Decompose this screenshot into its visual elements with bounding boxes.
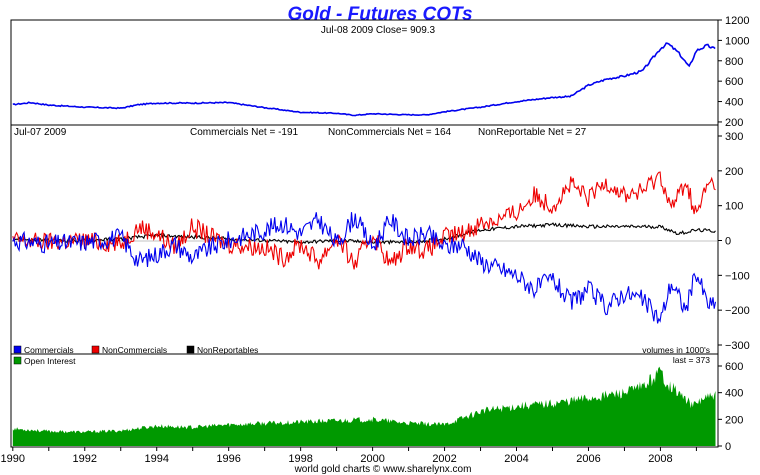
noncommercials-net-label: NonCommercials Net = 164 <box>328 127 452 138</box>
x-tick-label: 1992 <box>73 453 97 465</box>
commercials-net-label: Commercials Net = -191 <box>190 127 299 138</box>
nonreportable-net-label: NonReportable Net = 27 <box>478 127 587 138</box>
x-tick-label: 1998 <box>288 453 312 465</box>
cot-series-layer <box>12 171 717 324</box>
cot-y-tick-label: 0 <box>725 236 731 248</box>
legend-swatch-nonreportables <box>186 345 195 354</box>
legend-nonreportables: NonReportables <box>197 345 258 355</box>
legend-commercials: Commercials <box>24 345 74 355</box>
legend-noncommercials: NonCommercials <box>102 345 167 355</box>
gold-price-line <box>12 42 716 117</box>
oi-y-tick-label: 0 <box>725 441 731 453</box>
open-interest-area <box>12 366 716 446</box>
volumes-note: volumes in 1000's <box>642 345 710 355</box>
chart-footer: world gold charts © www.sharelynx.com <box>294 464 472 475</box>
oi-series-layer <box>12 366 716 446</box>
legend-swatch-open-interest <box>13 356 22 365</box>
price-y-tick-label: 1000 <box>725 35 749 47</box>
legend-open-interest: Open Interest <box>24 356 76 366</box>
x-tick-label: 1996 <box>216 453 240 465</box>
cot-y-tick-label: 300 <box>725 131 743 143</box>
x-tick-label: 2000 <box>360 453 384 465</box>
cot-y-tick-label: 100 <box>725 201 743 213</box>
cot-y-tick-label: −300 <box>725 340 750 352</box>
commercials-line <box>12 212 717 324</box>
oi-panel <box>10 353 719 448</box>
price-header: Jul-08 2009 Close= 909.3 <box>321 25 436 36</box>
cot-y-tick-label: −200 <box>725 305 750 317</box>
price-y-tick-label: 200 <box>725 117 743 129</box>
x-tick-label: 2002 <box>432 453 456 465</box>
cot-header-date: Jul-07 2009 <box>14 127 67 138</box>
x-tick-label: 1990 <box>1 453 25 465</box>
axis-layer: 200 400 600 800 1000 1200 −300 −200 −100 0 100 200 3… <box>1 15 750 465</box>
price-y-tick-label: 600 <box>725 76 743 88</box>
x-tick-label: 2004 <box>504 453 528 465</box>
x-tick-label: 1994 <box>144 453 168 465</box>
legend-swatch-commercials <box>13 345 22 354</box>
price-series-layer <box>12 42 716 117</box>
legend-swatch-noncommercials <box>91 345 100 354</box>
x-tick-label: 2008 <box>648 453 672 465</box>
price-y-tick-label: 1200 <box>725 15 749 27</box>
oi-y-tick-label: 200 <box>725 414 743 426</box>
x-tick-label: 2006 <box>576 453 600 465</box>
chart-title: Gold - Futures COTs <box>287 4 472 25</box>
price-y-tick-label: 800 <box>725 56 743 68</box>
oi-y-tick-label: 600 <box>725 361 743 373</box>
cot-y-tick-label: 200 <box>725 166 743 178</box>
oi-last-note: last = 373 <box>673 355 710 365</box>
noncommercials-line <box>12 171 716 270</box>
cot-y-tick-label: −100 <box>725 270 750 282</box>
oi-y-tick-label: 400 <box>725 388 743 400</box>
price-y-tick-label: 400 <box>725 97 743 109</box>
